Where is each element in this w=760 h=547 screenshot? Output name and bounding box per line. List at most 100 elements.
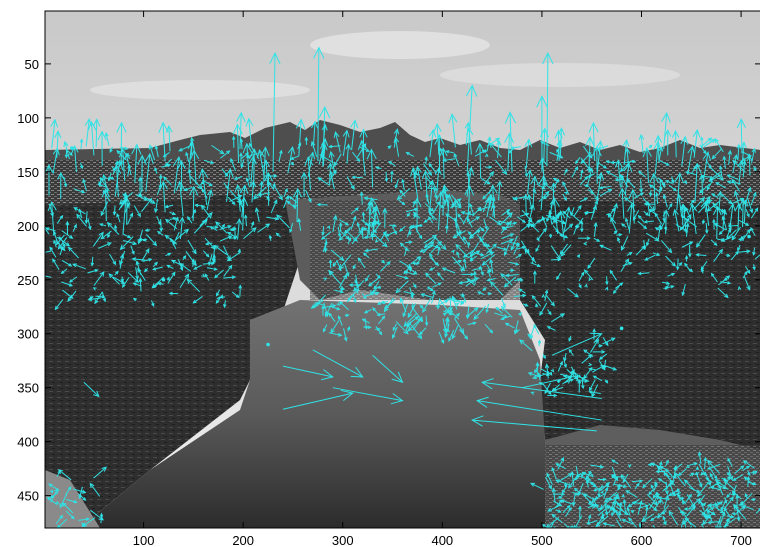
flow-arrow: [742, 199, 749, 224]
flow-arrow: [230, 157, 236, 172]
flow-arrow: [537, 339, 542, 347]
flow-arrow: [638, 133, 645, 154]
flow-arrow: [637, 220, 648, 230]
flow-arrow: [504, 322, 515, 329]
flow-arrow: [670, 176, 675, 184]
flow-arrow: [578, 236, 591, 241]
flow-arrow: [546, 326, 556, 331]
flow-arrow: [711, 193, 719, 199]
flow-arrow: [410, 324, 423, 340]
flow-arrow: [618, 187, 627, 219]
flow-arrow: [432, 282, 442, 288]
flow-arrow: [641, 513, 655, 522]
flow-arrow: [583, 269, 594, 281]
flow-arrow: [662, 281, 671, 285]
flow-arrow: [412, 170, 418, 176]
flow-arrow: [71, 144, 79, 173]
flow-arrow: [394, 179, 399, 189]
flow-arrow: [710, 272, 718, 283]
flow-arrow: [551, 487, 556, 503]
flow-arrow: [451, 325, 459, 340]
flow-arrow: [131, 143, 142, 184]
flow-arrow: [719, 511, 726, 526]
flow-arrow: [127, 272, 140, 283]
flow-arrow: [432, 200, 441, 215]
flow-arrow: [726, 174, 739, 181]
flow-arrow: [328, 312, 336, 323]
flow-arrow: [519, 212, 530, 217]
flow-arrow: [500, 315, 511, 321]
flow-arrow: [708, 171, 722, 181]
flow-arrow: [61, 502, 74, 514]
flow-arrow: [694, 471, 700, 475]
flow-arrow: [737, 159, 745, 185]
flow-arrow: [616, 483, 621, 488]
flow-arrow: [465, 307, 479, 318]
flow-arrow: [661, 111, 671, 150]
flow-arrow: [321, 231, 332, 240]
flow-arrow: [363, 325, 372, 329]
flow-arrow: [310, 140, 318, 158]
flow-arrow: [268, 234, 273, 242]
flow-arrow: [584, 283, 588, 288]
flow-arrow: [464, 121, 471, 146]
flow-arrow: [484, 323, 494, 334]
flow-arrow: [500, 272, 513, 286]
flow-arrow: [483, 218, 488, 231]
flow-arrow: [215, 221, 228, 234]
flow-arrow: [471, 415, 597, 432]
flow-arrow: [192, 296, 203, 304]
flow-arrow: [183, 186, 193, 192]
flow-arrow: [367, 277, 379, 287]
flow-arrow: [630, 510, 635, 514]
flow-arrow: [562, 504, 571, 514]
flow-arrow: [120, 146, 129, 150]
flow-arrow: [733, 504, 747, 520]
flow-arrow: [60, 268, 68, 275]
flow-arrow: [590, 481, 599, 489]
flow-arrow: [593, 237, 601, 242]
flow-arrow: [557, 456, 565, 470]
flow-arrow: [423, 234, 438, 244]
flow-arrow: [233, 176, 243, 180]
flow-arrow: [211, 144, 225, 155]
flow-arrow: [584, 210, 595, 215]
flow-arrow: [118, 147, 128, 181]
flow-arrow: [254, 207, 260, 223]
flow-arrow: [123, 196, 131, 225]
flow-arrow: [637, 271, 650, 276]
flow-arrow: [248, 155, 257, 187]
flow-arrow: [313, 294, 326, 308]
flow-arrow: [588, 390, 601, 395]
flow-arrow: [556, 379, 562, 384]
flow-arrow: [132, 282, 142, 287]
flow-point: [619, 326, 624, 331]
flow-arrow: [536, 237, 540, 242]
flow-arrow: [68, 276, 78, 283]
flow-arrow: [427, 286, 432, 290]
flow-arrow: [443, 310, 454, 316]
flow-arrow: [542, 51, 554, 167]
flow-arrow: [672, 208, 680, 232]
flow-arrow: [72, 263, 86, 270]
flow-arrow: [323, 277, 328, 281]
flow-arrow: [143, 196, 156, 204]
flow-arrow: [611, 474, 616, 479]
flow-arrow: [451, 295, 458, 310]
flow-arrow: [718, 165, 723, 176]
flow-arrow: [632, 210, 640, 221]
flow-arrow: [695, 253, 707, 257]
flow-arrow: [169, 216, 178, 221]
flow-arrow: [665, 255, 676, 267]
flow-arrow: [178, 144, 192, 152]
flow-arrow: [466, 277, 480, 283]
flow-arrow: [587, 500, 595, 504]
flow-arrow: [406, 265, 418, 275]
flow-arrow: [603, 491, 618, 503]
flow-arrow: [745, 266, 751, 275]
flow-arrow: [373, 234, 388, 248]
flow-arrow: [90, 256, 95, 267]
flow-arrow: [419, 245, 433, 253]
flow-arrow: [65, 486, 72, 496]
flow-arrow: [390, 170, 394, 183]
